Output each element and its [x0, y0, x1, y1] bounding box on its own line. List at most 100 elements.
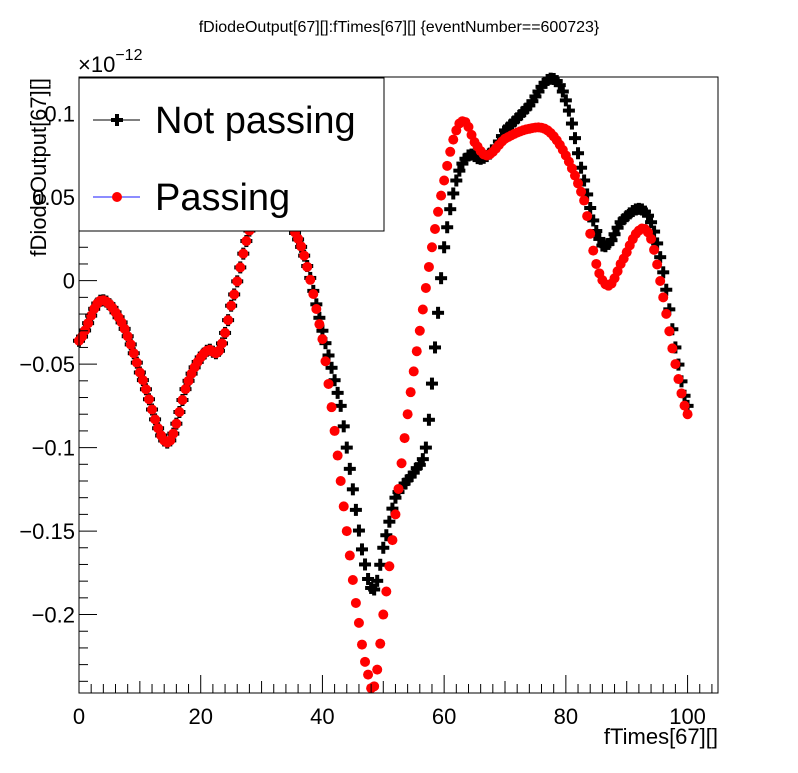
legend-label: Not passing	[155, 100, 356, 142]
data-point	[432, 306, 445, 319]
data-point	[150, 414, 161, 425]
data-point	[238, 248, 249, 259]
data-point	[642, 209, 655, 222]
data-point	[435, 272, 448, 285]
data-point	[660, 283, 673, 296]
x-tick-label: 100	[669, 704, 706, 729]
data-point	[611, 221, 624, 234]
data-point	[411, 346, 422, 357]
data-point	[308, 289, 319, 300]
data-point	[223, 315, 234, 326]
data-point	[573, 178, 584, 189]
y-tick-label: −0.15	[19, 519, 75, 544]
data-point	[581, 188, 594, 201]
data-point	[316, 324, 329, 337]
data-point	[402, 409, 413, 420]
data-point	[341, 526, 352, 537]
plot-frame	[78, 76, 719, 694]
data-point	[649, 244, 660, 255]
data-point	[334, 399, 347, 412]
data-point	[444, 203, 457, 216]
data-point	[463, 121, 474, 132]
data-point	[655, 275, 666, 286]
y-tick-label: 0.1	[44, 102, 75, 127]
data-point	[654, 251, 667, 264]
data-point	[676, 388, 687, 399]
data-point	[441, 221, 454, 234]
data-point	[623, 207, 636, 220]
data-point	[568, 132, 581, 145]
data-point	[505, 118, 518, 131]
data-point	[320, 356, 331, 367]
data-point	[83, 318, 94, 329]
data-point	[368, 583, 381, 596]
legend-marker	[112, 192, 122, 202]
data-point	[651, 237, 664, 250]
data-point	[313, 311, 326, 324]
data-point	[584, 201, 597, 214]
data-point	[363, 669, 374, 680]
data-point	[682, 409, 693, 420]
data-point	[329, 425, 340, 436]
data-point	[137, 375, 148, 386]
data-point	[383, 515, 396, 528]
y-tick-label: 0	[63, 269, 75, 294]
data-point	[419, 441, 432, 454]
data-point	[436, 190, 447, 201]
data-point	[517, 105, 530, 118]
data-point	[429, 341, 442, 354]
data-point	[620, 210, 633, 223]
data-point	[556, 85, 569, 98]
data-point	[673, 374, 684, 385]
data-point	[420, 282, 431, 293]
data-point	[520, 102, 533, 115]
data-point	[398, 477, 411, 490]
data-point	[445, 146, 456, 157]
data-point	[360, 656, 371, 667]
data-point	[241, 236, 252, 247]
data-point	[143, 394, 154, 405]
data-point	[599, 240, 612, 253]
data-point	[413, 458, 426, 471]
data-point	[638, 205, 651, 218]
data-point	[425, 377, 438, 390]
data-point	[562, 104, 575, 117]
data-point	[226, 300, 237, 311]
data-point	[502, 121, 515, 134]
data-point	[608, 228, 621, 241]
data-point	[302, 261, 313, 272]
data-point	[453, 164, 466, 177]
data-point	[499, 124, 511, 137]
data-point	[217, 338, 228, 349]
data-point	[450, 174, 463, 187]
data-point	[171, 418, 182, 429]
data-point	[559, 94, 572, 107]
data-point	[538, 76, 551, 89]
data-point	[322, 349, 335, 362]
data-point	[343, 462, 356, 475]
data-point	[338, 501, 349, 512]
data-point	[393, 483, 404, 494]
data-point	[535, 80, 548, 93]
data-point	[565, 117, 578, 130]
data-point	[442, 160, 453, 171]
data-point	[125, 339, 136, 350]
data-point	[422, 413, 435, 426]
data-point	[311, 303, 322, 314]
data-point	[359, 558, 372, 571]
data-point	[459, 152, 472, 165]
data-point	[349, 503, 362, 516]
data-point	[423, 261, 434, 272]
data-point	[389, 491, 402, 504]
y-tick-label: 0.05	[32, 185, 75, 210]
data-point	[399, 433, 410, 444]
data-point	[352, 524, 365, 537]
data-point	[232, 276, 243, 287]
y-tick-label: −0.05	[19, 352, 75, 377]
data-point	[572, 147, 585, 160]
x-axis: 0 20 40 60 80 100	[73, 675, 713, 729]
legend-box	[78, 77, 385, 232]
data-point	[652, 259, 663, 270]
data-point	[447, 187, 460, 200]
data-point	[369, 681, 380, 692]
